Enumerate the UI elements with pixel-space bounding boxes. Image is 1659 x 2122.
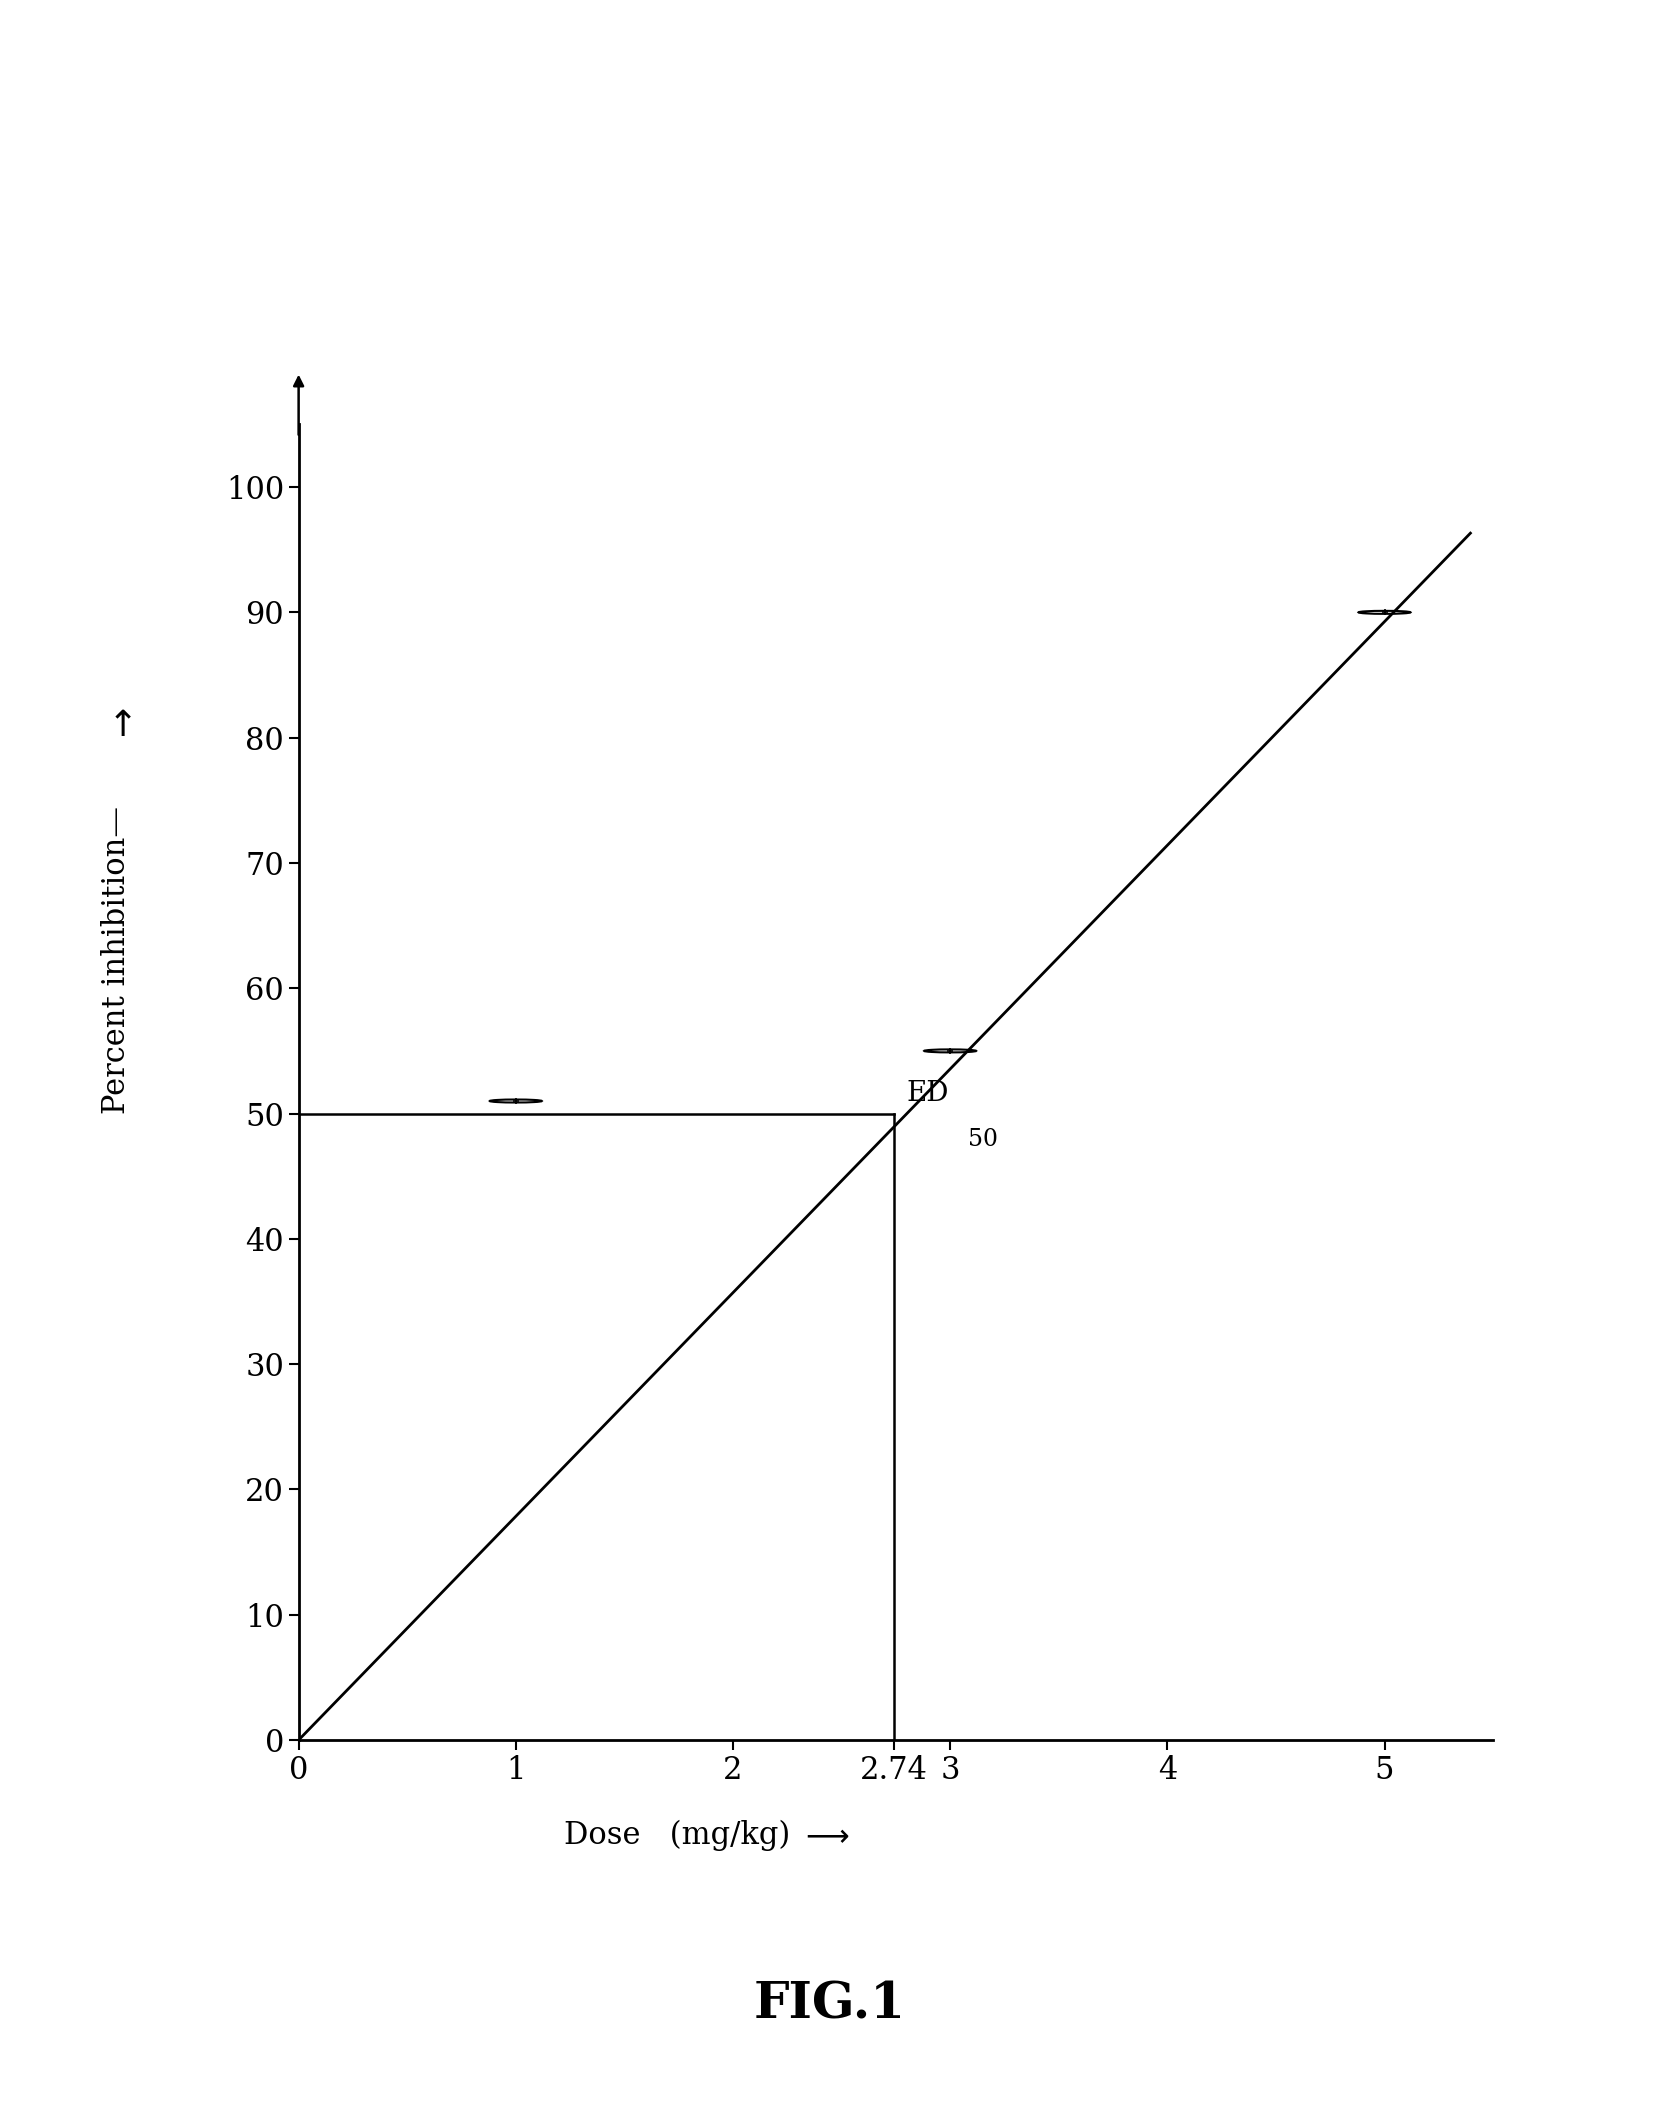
Text: Dose   (mg/kg): Dose (mg/kg) (564, 1821, 800, 1850)
Text: ED: ED (907, 1080, 949, 1108)
Text: $\uparrow$: $\uparrow$ (100, 709, 133, 743)
Text: 50: 50 (967, 1129, 997, 1150)
Text: Percent inhibition—: Percent inhibition— (101, 806, 131, 1114)
Text: $\longrightarrow$: $\longrightarrow$ (800, 1821, 851, 1850)
Text: FIG.1: FIG.1 (753, 1980, 906, 2031)
